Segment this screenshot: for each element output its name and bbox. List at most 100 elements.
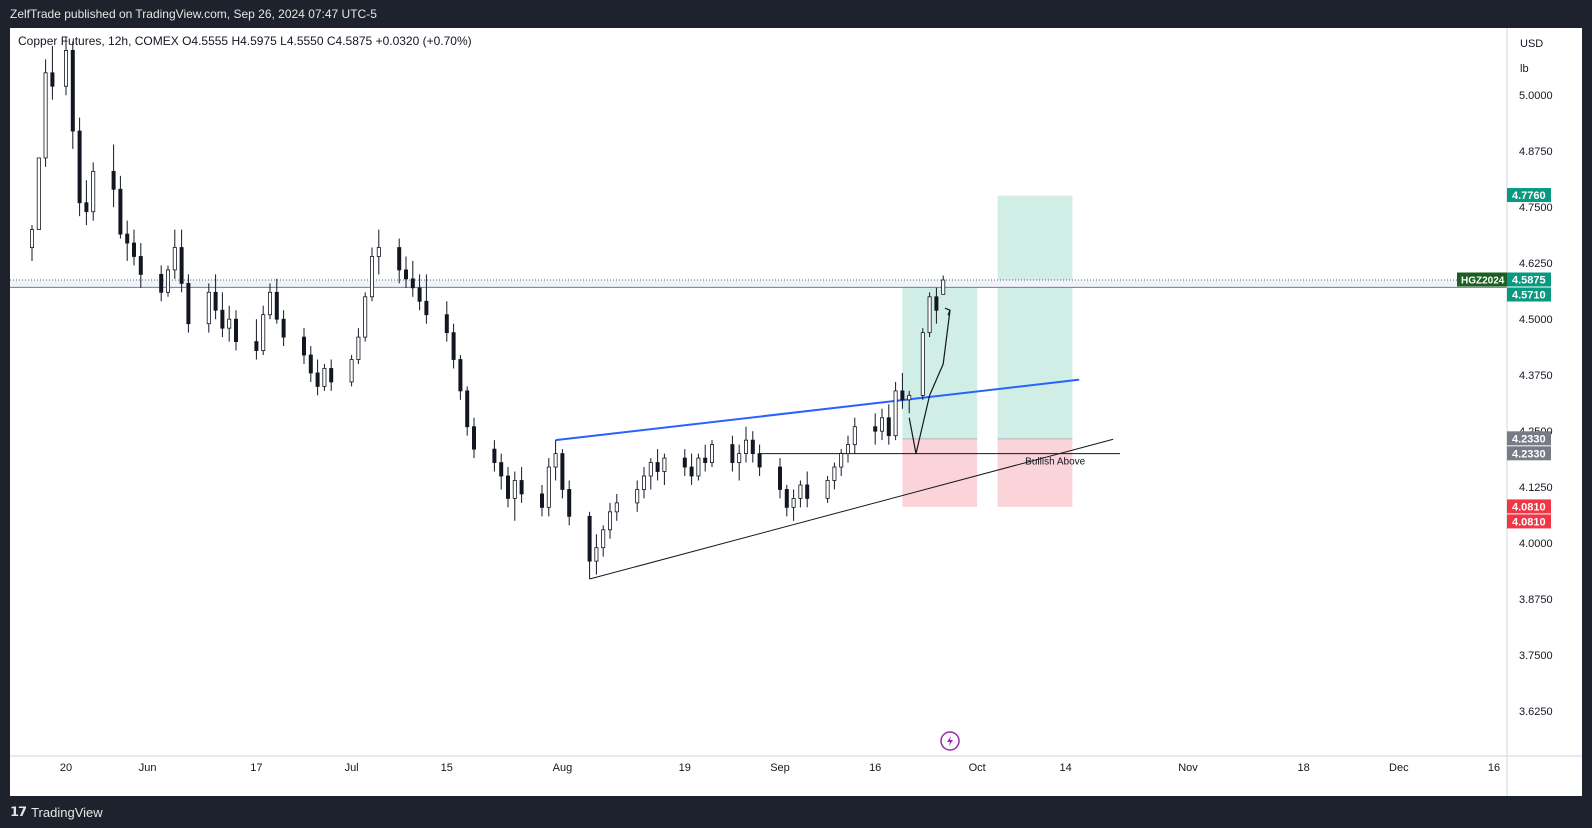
candle-body — [750, 439, 755, 455]
candle-body — [410, 278, 415, 289]
price-label-text: 4.0810 — [1512, 516, 1546, 528]
resistance-band — [10, 280, 1507, 288]
price-label-box — [1507, 287, 1551, 302]
long-position-2-target-zone — [997, 195, 1073, 439]
candle-body — [567, 489, 572, 517]
candle-body — [70, 49, 75, 132]
candle-body — [499, 462, 504, 477]
price-label-box — [1507, 514, 1551, 529]
bottom-bar: 𝟭𝟳 TradingView — [0, 796, 1592, 828]
price-tick-label: 4.8750 — [1519, 146, 1553, 158]
time-tick-label: 16 — [869, 762, 881, 774]
unit-label[interactable]: lb — [1520, 63, 1529, 75]
price-label-text: 4.2330 — [1512, 433, 1546, 445]
candle-body — [587, 515, 592, 562]
candle-body — [927, 296, 932, 334]
candle-body — [512, 480, 517, 499]
price-chart[interactable]: Bullish Above 5.00004.87504.75004.62504.… — [10, 28, 1582, 796]
time-tick-label: Dec — [1389, 762, 1409, 774]
candle-body — [805, 484, 810, 499]
candle-body — [424, 300, 429, 316]
drawing-lines — [10, 279, 1507, 580]
candle-body — [50, 72, 55, 87]
legend-part: H4.5975 — [228, 34, 277, 48]
candle-body — [233, 318, 238, 343]
top-bar: ZelfTrade published on TradingView.com, … — [0, 0, 1592, 28]
candle-body — [322, 368, 327, 387]
time-tick-label: 14 — [1059, 762, 1071, 774]
candle-body — [125, 233, 130, 244]
candle-body — [84, 202, 89, 213]
candle-body — [608, 511, 613, 531]
candle-body — [655, 462, 660, 472]
candle-body — [614, 502, 619, 513]
candle-body — [417, 287, 422, 302]
candle-body — [118, 188, 123, 235]
candle-body — [376, 247, 381, 257]
candle-body — [159, 273, 164, 293]
time-tick-label: 17 — [250, 762, 262, 774]
price-label-text: 4.5710 — [1512, 290, 1546, 302]
candle-body — [403, 269, 408, 280]
candle-body — [642, 475, 647, 490]
candle-body — [274, 291, 279, 320]
candle-body — [138, 256, 143, 275]
tradingview-logo[interactable]: 𝟭𝟳 TradingView — [10, 804, 103, 820]
publisher-line: ZelfTrade published on TradingView.com, … — [10, 7, 377, 21]
price-tick-label: 4.6250 — [1519, 258, 1553, 270]
price-label-box — [1507, 431, 1551, 446]
candle-body — [267, 291, 272, 316]
price-tick-label: 4.7500 — [1519, 202, 1553, 214]
candle-body — [91, 170, 96, 213]
candle-body — [471, 426, 476, 450]
candle-body — [369, 256, 374, 298]
candle-body — [825, 480, 830, 499]
projection-path — [908, 310, 951, 455]
candle-body — [308, 354, 313, 374]
candle-body — [546, 466, 551, 508]
candle-body — [444, 314, 449, 334]
legend-part: L4.5550 — [277, 34, 324, 48]
price-tick-label: 3.7500 — [1519, 650, 1553, 662]
chart-frame[interactable]: Bullish Above 5.0000 4.8750 4.7500 4.6250 4.… — [10, 28, 1582, 796]
candle-body — [451, 332, 456, 360]
candle-body — [784, 489, 789, 508]
candle-body — [540, 493, 545, 508]
candle-body — [941, 279, 946, 295]
tradingview-mark-icon: 𝟭𝟳 — [10, 804, 27, 819]
time-tick-label: Sep — [770, 762, 790, 774]
candle-body — [458, 359, 463, 392]
time-tick-label: Oct — [969, 762, 986, 774]
candle-body — [601, 529, 606, 549]
time-tick-label: Jun — [139, 762, 157, 774]
price-label-text: 4.7760 — [1512, 190, 1546, 202]
time-tick-label: Nov — [1178, 762, 1198, 774]
candle-body — [349, 359, 354, 383]
price-tick-label: 3.8750 — [1519, 594, 1553, 606]
price-label-box — [1507, 188, 1551, 203]
candle-body — [832, 466, 837, 481]
candle-body — [43, 72, 48, 159]
price-tick-label: 4.1250 — [1519, 482, 1553, 494]
candle-body — [213, 291, 218, 311]
candle-body — [907, 394, 912, 401]
candle-body — [281, 318, 286, 338]
candle-body — [254, 341, 259, 351]
candle-body — [852, 426, 857, 446]
candle-body — [839, 453, 844, 468]
candle-body — [465, 390, 470, 428]
candle-body — [505, 475, 510, 499]
support-trendline — [589, 438, 1114, 580]
candle-body — [227, 318, 232, 329]
currency-label[interactable]: USD — [1520, 38, 1543, 50]
bullish-above-label: Bullish Above — [1025, 457, 1085, 468]
candle-body — [682, 457, 687, 468]
candle-body — [893, 390, 898, 437]
time-tick-label: Aug — [553, 762, 573, 774]
candle-body — [886, 417, 891, 437]
price-label-box — [1507, 446, 1551, 461]
price-label-box — [1507, 499, 1551, 514]
candle-body — [900, 390, 905, 401]
candle-body — [111, 170, 116, 190]
projection-arrowhead — [944, 307, 951, 316]
